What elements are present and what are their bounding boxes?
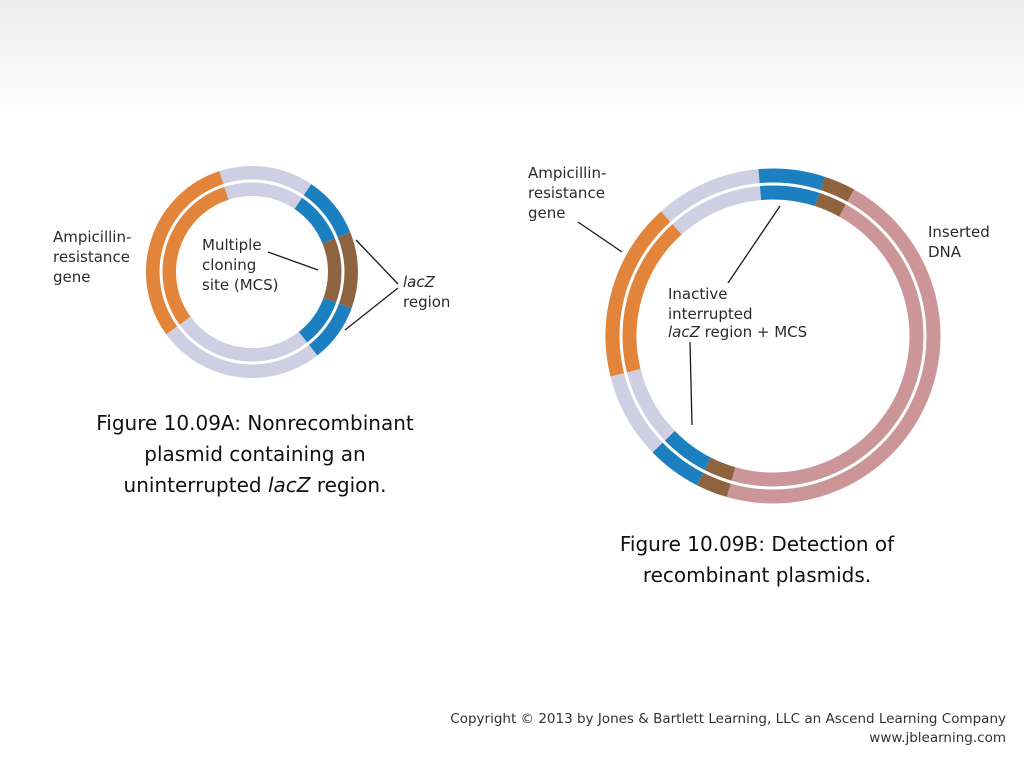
plasmid-b	[605, 168, 941, 504]
figure-b-caption-line2: recombinant plasmids.	[642, 563, 872, 587]
lacz-arc-lower	[298, 297, 352, 356]
figure-a-caption-line2: plasmid containing an	[144, 442, 366, 466]
figure-a-caption: Figure 10.09A: Nonrecombinant plasmid co…	[70, 408, 440, 501]
backbone-arc-top	[660, 169, 762, 235]
ampicillin-leader-line	[577, 221, 623, 253]
copyright-line: Copyright © 2013 by Jones & Bartlett Lea…	[450, 711, 1006, 727]
copyright-notice: Copyright © 2013 by Jones & Bartlett Lea…	[450, 710, 1006, 748]
plasmid-b-ampicillin-label: Ampicillin- resistance gene	[528, 164, 611, 222]
plasmid-a-ampicillin-label: Ampicillin- resistance gene	[53, 228, 136, 286]
plasmid-b-leaders	[577, 205, 781, 426]
figure-a-caption-line3: uninterrupted lacZ region.	[123, 473, 387, 497]
mcs-leader-line	[267, 251, 319, 271]
lacz-arc-upper	[294, 184, 351, 245]
plasmid-a-lacz-label: lacZ region	[403, 273, 450, 311]
inactive-leader-line-lower	[689, 341, 693, 426]
plasmid-b-inactive-lacz-label: Inactive interrupted lacZ region + MCS	[668, 285, 807, 341]
copyright-url: www.jblearning.com	[869, 730, 1006, 746]
figure-b-caption: Figure 10.09B: Detection of recombinant …	[592, 529, 922, 591]
plasmid-a-mcs-label: Multiple cloning site (MCS)	[202, 236, 279, 294]
plasmid-a-separator-ring	[159, 179, 345, 365]
ampicillin-resistance-arc	[605, 211, 682, 377]
lacz-leader-line-lower	[344, 287, 399, 331]
plasmid-b-inserted-dna-label: Inserted DNA	[928, 223, 995, 261]
plasmid-a	[146, 166, 358, 378]
plasmid-b-separator-ring	[619, 182, 927, 490]
inactive-leader-line-upper	[727, 205, 781, 284]
plasmid-a-leaders	[267, 239, 399, 331]
backbone-arc-left	[610, 368, 676, 453]
lacz-leader-line-upper	[355, 239, 399, 285]
figure-a-caption-line1: Figure 10.09A: Nonrecombinant	[96, 411, 414, 435]
figure-b-caption-line1: Figure 10.09B: Detection of	[619, 532, 895, 556]
